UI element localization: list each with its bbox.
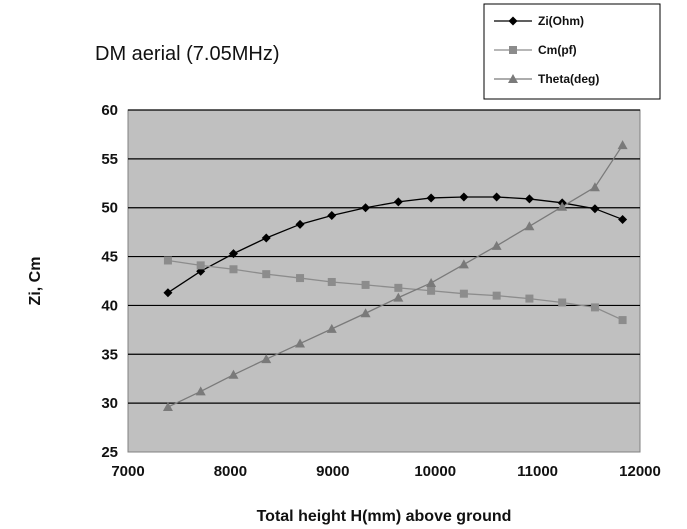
y-tick-label: 25 — [101, 444, 118, 461]
data-point-cm-pf — [427, 286, 436, 295]
data-point-theta-deg — [162, 402, 173, 412]
data-point-zi-ohm — [327, 211, 337, 221]
gridlines — [128, 109, 640, 404]
x-tick-label: 11000 — [517, 463, 558, 480]
data-point-theta-deg — [295, 338, 306, 348]
data-point-theta-deg — [360, 308, 371, 318]
y-tick-label: 35 — [101, 346, 118, 363]
data-point-theta-deg — [393, 292, 404, 302]
y-tick-label: 50 — [101, 200, 118, 217]
data-point-cm-pf — [590, 303, 599, 312]
tick-labels: 25 30 35 40 45 50 55 60 7000 8000 9000 10000 11000 12… — [101, 102, 661, 480]
data-point-zi-ohm — [524, 194, 534, 204]
data-point-theta-deg — [589, 182, 600, 192]
series-points — [162, 140, 628, 412]
data-point-theta-deg — [491, 240, 502, 250]
x-tick-label: 12000 — [619, 463, 661, 480]
data-point-zi-ohm — [295, 219, 305, 229]
legend-label-zi-ohm: Zi(Ohm) — [538, 14, 584, 28]
data-point-cm-pf — [327, 277, 336, 286]
data-point-cm-pf — [525, 294, 534, 303]
data-point-zi-ohm — [163, 288, 173, 298]
data-point-theta-deg — [228, 369, 239, 379]
data-point-zi-ohm — [261, 233, 271, 243]
legend-label-cm-pf: Cm(pf) — [538, 43, 577, 57]
data-point-cm-pf — [361, 280, 370, 289]
data-point-cm-pf — [196, 261, 205, 270]
chart-title: DM aerial (7.05MHz) — [95, 43, 279, 65]
data-point-cm-pf — [618, 316, 627, 325]
data-point-zi-ohm — [361, 203, 371, 213]
data-point-cm-pf — [262, 270, 271, 279]
y-tick-label: 30 — [101, 395, 118, 412]
data-point-cm-pf — [492, 291, 501, 300]
x-axis-label: Total height H(mm) above ground — [257, 508, 512, 525]
data-point-theta-deg — [326, 323, 337, 333]
data-point-zi-ohm — [618, 214, 628, 224]
data-point-cm-pf — [163, 256, 172, 265]
legend-label-theta-deg: Theta(deg) — [538, 72, 599, 86]
data-point-zi-ohm — [426, 193, 436, 203]
plot-area — [127, 109, 641, 453]
data-point-theta-deg — [524, 221, 535, 231]
data-point-theta-deg — [261, 354, 272, 364]
data-point-zi-ohm — [228, 249, 238, 259]
x-tick-label: 10000 — [414, 463, 456, 480]
legend: Zi(Ohm) Cm(pf) Theta(deg) — [483, 3, 661, 100]
y-tick-label: 60 — [101, 102, 118, 119]
x-tick-label: 9000 — [316, 463, 349, 480]
x-tick-label: 8000 — [214, 463, 247, 480]
data-point-theta-deg — [458, 259, 469, 269]
data-point-theta-deg — [617, 140, 628, 150]
legend-marker-theta-deg — [508, 74, 518, 83]
data-point-cm-pf — [459, 289, 468, 298]
y-tick-label: 40 — [101, 297, 118, 314]
data-point-cm-pf — [394, 283, 403, 292]
data-point-cm-pf — [296, 274, 305, 283]
data-point-theta-deg — [195, 386, 206, 396]
y-tick-label: 45 — [101, 249, 118, 266]
data-point-theta-deg — [557, 201, 568, 211]
data-point-cm-pf — [558, 298, 567, 307]
legend-marker-zi-ohm — [508, 16, 518, 26]
x-tick-label: 7000 — [111, 463, 144, 480]
data-point-zi-ohm — [492, 192, 502, 202]
data-point-zi-ohm — [459, 192, 469, 202]
y-tick-label: 55 — [101, 151, 118, 168]
y-axis-label: Zi, Cm — [27, 257, 44, 306]
data-point-zi-ohm — [393, 197, 403, 207]
data-point-theta-deg — [426, 277, 437, 287]
legend-marker-cm-pf — [509, 46, 517, 54]
data-point-zi-ohm — [590, 204, 600, 214]
data-point-cm-pf — [229, 265, 238, 274]
